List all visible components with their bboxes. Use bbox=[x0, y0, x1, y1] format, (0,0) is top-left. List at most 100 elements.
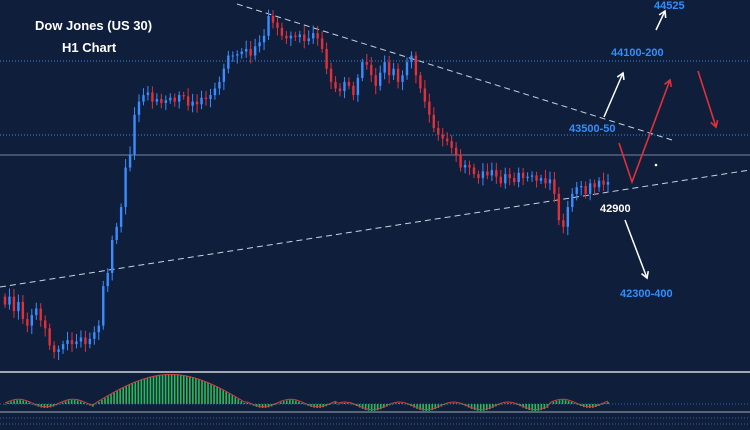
osc-bar bbox=[313, 404, 315, 408]
candle-body bbox=[298, 34, 301, 38]
osc-bar bbox=[170, 374, 173, 404]
candle-body bbox=[441, 134, 444, 139]
osc-bar bbox=[367, 404, 370, 411]
osc-bar bbox=[401, 403, 403, 404]
osc-bar bbox=[352, 404, 355, 405]
osc-bar bbox=[549, 403, 552, 404]
candle-body bbox=[428, 101, 431, 115]
osc-bar bbox=[470, 404, 473, 409]
candle-body bbox=[303, 34, 306, 42]
candle-body bbox=[338, 88, 342, 92]
osc-bar bbox=[328, 404, 331, 405]
osc-bar bbox=[222, 390, 224, 404]
osc-bar bbox=[601, 404, 603, 405]
candle-body bbox=[236, 54, 239, 56]
osc-bar bbox=[258, 404, 261, 408]
osc-bar bbox=[455, 403, 458, 404]
osc-bar bbox=[528, 404, 531, 411]
horizontal-levels bbox=[0, 60, 750, 156]
osc-bar bbox=[282, 401, 285, 404]
osc-bar bbox=[67, 400, 70, 404]
osc-bar bbox=[510, 403, 512, 404]
osc-bar bbox=[128, 384, 131, 404]
osc-bar bbox=[125, 386, 128, 404]
osc-bar bbox=[107, 396, 109, 404]
osc-bar bbox=[525, 404, 527, 409]
osc-bar bbox=[207, 382, 209, 404]
osc-bar bbox=[49, 404, 52, 408]
candle-body bbox=[446, 138, 449, 142]
candle-body bbox=[307, 38, 310, 42]
candle-body bbox=[526, 176, 529, 179]
candle-body bbox=[481, 171, 485, 179]
candles bbox=[3, 9, 610, 361]
osc-bar bbox=[507, 403, 509, 404]
osc-bar bbox=[543, 404, 546, 410]
osc-bar bbox=[358, 404, 361, 408]
candle-body bbox=[387, 62, 391, 76]
osc-bar bbox=[382, 404, 385, 408]
candle-body bbox=[106, 272, 109, 287]
candle-body bbox=[160, 99, 163, 103]
candle-body bbox=[405, 62, 409, 76]
osc-bar bbox=[531, 404, 534, 411]
osc-bar bbox=[213, 385, 215, 404]
candle-body bbox=[128, 154, 132, 168]
osc-bar bbox=[567, 400, 570, 404]
level-label-42900: 42900 bbox=[600, 203, 631, 215]
osc-bar bbox=[425, 404, 427, 411]
candle-body bbox=[88, 338, 92, 345]
osc-bar bbox=[176, 374, 179, 404]
white-arrowhead-up-2 bbox=[658, 9, 667, 19]
candle-body bbox=[379, 72, 382, 86]
candle-body bbox=[133, 114, 136, 155]
candle-body bbox=[182, 95, 185, 97]
candle-body bbox=[571, 193, 574, 208]
osc-bar bbox=[489, 404, 491, 410]
candle-body bbox=[508, 174, 511, 179]
osc-bar bbox=[343, 403, 346, 404]
osc-bar bbox=[86, 404, 88, 405]
candle-body bbox=[580, 185, 583, 188]
osc-bar bbox=[592, 404, 594, 408]
candle-body bbox=[70, 340, 74, 345]
candle-body bbox=[539, 178, 543, 181]
candle-body bbox=[262, 35, 266, 43]
osc-bar bbox=[40, 404, 43, 408]
osc-bar bbox=[237, 399, 240, 404]
osc-bar bbox=[231, 395, 234, 404]
osc-bar bbox=[73, 400, 76, 404]
candle-body bbox=[195, 101, 199, 105]
osc-bar bbox=[182, 375, 185, 404]
candle-body bbox=[267, 16, 270, 36]
candle-body bbox=[432, 114, 435, 128]
projection-lines bbox=[603, 9, 719, 280]
osc-bar bbox=[22, 400, 24, 404]
candle-body bbox=[213, 88, 217, 96]
candle-body bbox=[17, 301, 20, 312]
osc-bar bbox=[537, 404, 540, 411]
osc-bar bbox=[195, 378, 197, 404]
candle-body bbox=[75, 341, 78, 345]
candle-body bbox=[566, 207, 569, 227]
osc-bar bbox=[61, 402, 64, 404]
candle-body bbox=[164, 100, 167, 103]
candle-body bbox=[111, 240, 114, 273]
osc-bar bbox=[437, 404, 440, 408]
osc-bar bbox=[119, 389, 121, 404]
osc-bar bbox=[301, 402, 303, 404]
candle-body bbox=[468, 164, 471, 168]
candle-body bbox=[289, 35, 293, 39]
candle-body bbox=[575, 187, 578, 194]
osc-bar bbox=[149, 376, 152, 404]
candle-body bbox=[253, 46, 257, 56]
candle-body bbox=[343, 81, 346, 92]
candle-body bbox=[137, 101, 141, 115]
osc-bar bbox=[395, 403, 397, 404]
red-projection-line bbox=[618, 79, 671, 185]
osc-bar bbox=[70, 400, 73, 404]
candle-body bbox=[504, 174, 507, 184]
osc-bar bbox=[98, 401, 100, 404]
osc-bar bbox=[428, 404, 431, 411]
candle-body bbox=[374, 75, 377, 86]
